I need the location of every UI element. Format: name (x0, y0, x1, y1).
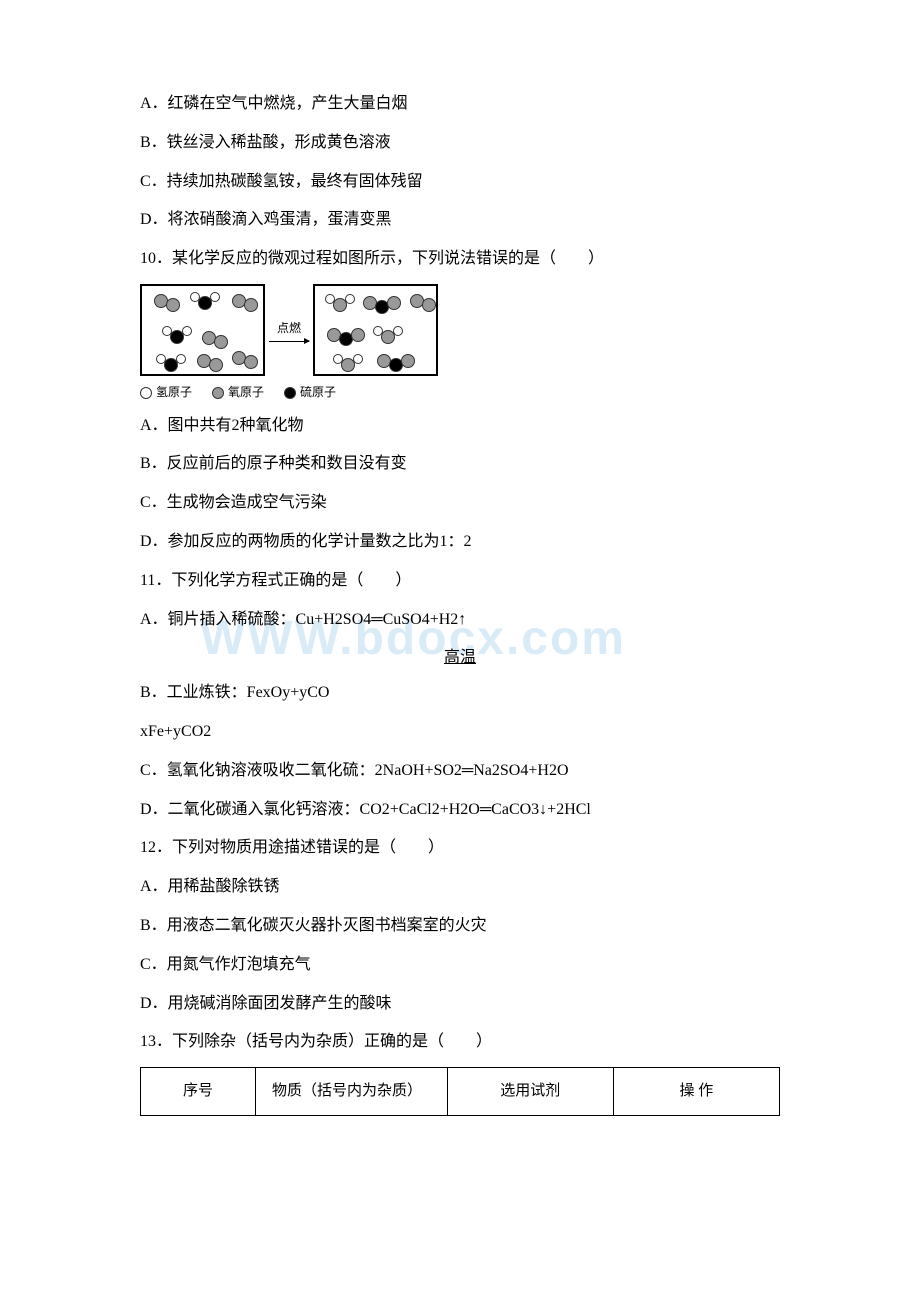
legend-s: 硫原子 (284, 382, 336, 404)
th-reagent: 选用试剂 (447, 1068, 613, 1116)
legend-s-label: 硫原子 (300, 382, 336, 404)
q11-stem: 11．下列化学方程式正确的是（ ） (140, 567, 780, 596)
q11-option-b-post: xFe+yCO2 (140, 718, 780, 747)
legend-h-label: 氢原子 (156, 382, 192, 404)
q12-option-a: A．用稀盐酸除铁锈 (140, 873, 780, 902)
legend-o: 氧原子 (212, 382, 264, 404)
q9-option-d: D．将浓硝酸滴入鸡蛋清，蛋清变黑 (140, 206, 780, 235)
q9-option-c: C．持续加热碳酸氢铵，最终有固体残留 (140, 168, 780, 197)
document-content: A．红磷在空气中燃烧，产生大量白烟 B．铁丝浸入稀盐酸，形成黄色溶液 C．持续加… (140, 90, 780, 1116)
q10-option-a: A．图中共有2种氧化物 (140, 412, 780, 441)
h-atom-icon (140, 387, 152, 399)
q10-option-c: C．生成物会造成空气污染 (140, 489, 780, 518)
o-atom-icon (212, 387, 224, 399)
q13-stem: 13．下列除杂（括号内为杂质）正确的是（ ） (140, 1028, 780, 1057)
th-substance: 物质（括号内为杂质） (256, 1068, 448, 1116)
th-seq: 序号 (141, 1068, 256, 1116)
table-row: 序号 物质（括号内为杂质） 选用试剂 操 作 (141, 1068, 780, 1116)
arrow-label-text: 点燃 (277, 318, 301, 340)
q11-option-a: A．铜片插入稀硫酸：Cu+H2SO4═CuSO4+H2↑ (140, 606, 780, 635)
q12-option-d: D．用烧碱消除面团发酵产生的酸味 (140, 990, 780, 1019)
q9-option-a: A．红磷在空气中燃烧，产生大量白烟 (140, 90, 780, 119)
th-operation: 操 作 (613, 1068, 779, 1116)
legend-h: 氢原子 (140, 382, 192, 404)
q9-option-b: B．铁丝浸入稀盐酸，形成黄色溶液 (140, 129, 780, 158)
q11-option-c: C．氢氧化钠溶液吸收二氧化硫：2NaOH+SO2═Na2SO4+H2O (140, 757, 780, 786)
gaowen-label: 高温 (440, 644, 480, 673)
diagram-legend: 氢原子 氧原子 硫原子 (140, 382, 780, 404)
reaction-box-left (140, 284, 265, 376)
q10-stem: 10．某化学反应的微观过程如图所示，下列说法错误的是（ ） (140, 245, 780, 274)
reaction-box-right (313, 284, 438, 376)
s-atom-icon (284, 387, 296, 399)
legend-o-label: 氧原子 (228, 382, 264, 404)
q12-stem: 12．下列对物质用途描述错误的是（ ） (140, 834, 780, 863)
q10-option-d: D．参加反应的两物质的化学计量数之比为1：2 (140, 528, 780, 557)
q10-option-b: B．反应前后的原子种类和数目没有变 (140, 450, 780, 479)
q12-option-b: B．用液态二氧化碳灭火器扑灭图书档案室的火灾 (140, 912, 780, 941)
reaction-diagram: 点燃 氢原子 氧原子 硫原子 (140, 284, 780, 404)
q13-table: 序号 物质（括号内为杂质） 选用试剂 操 作 (140, 1067, 780, 1116)
q12-option-c: C．用氮气作灯泡填充气 (140, 951, 780, 980)
q11-option-d: D．二氧化碳通入氯化钙溶液：CO2+CaCl2+H2O═CaCO3↓+2HCl (140, 796, 780, 825)
reaction-arrow: 点燃 (269, 318, 309, 343)
q11-option-b-pre: B．工业炼铁：FexOy+yCO (140, 679, 780, 708)
